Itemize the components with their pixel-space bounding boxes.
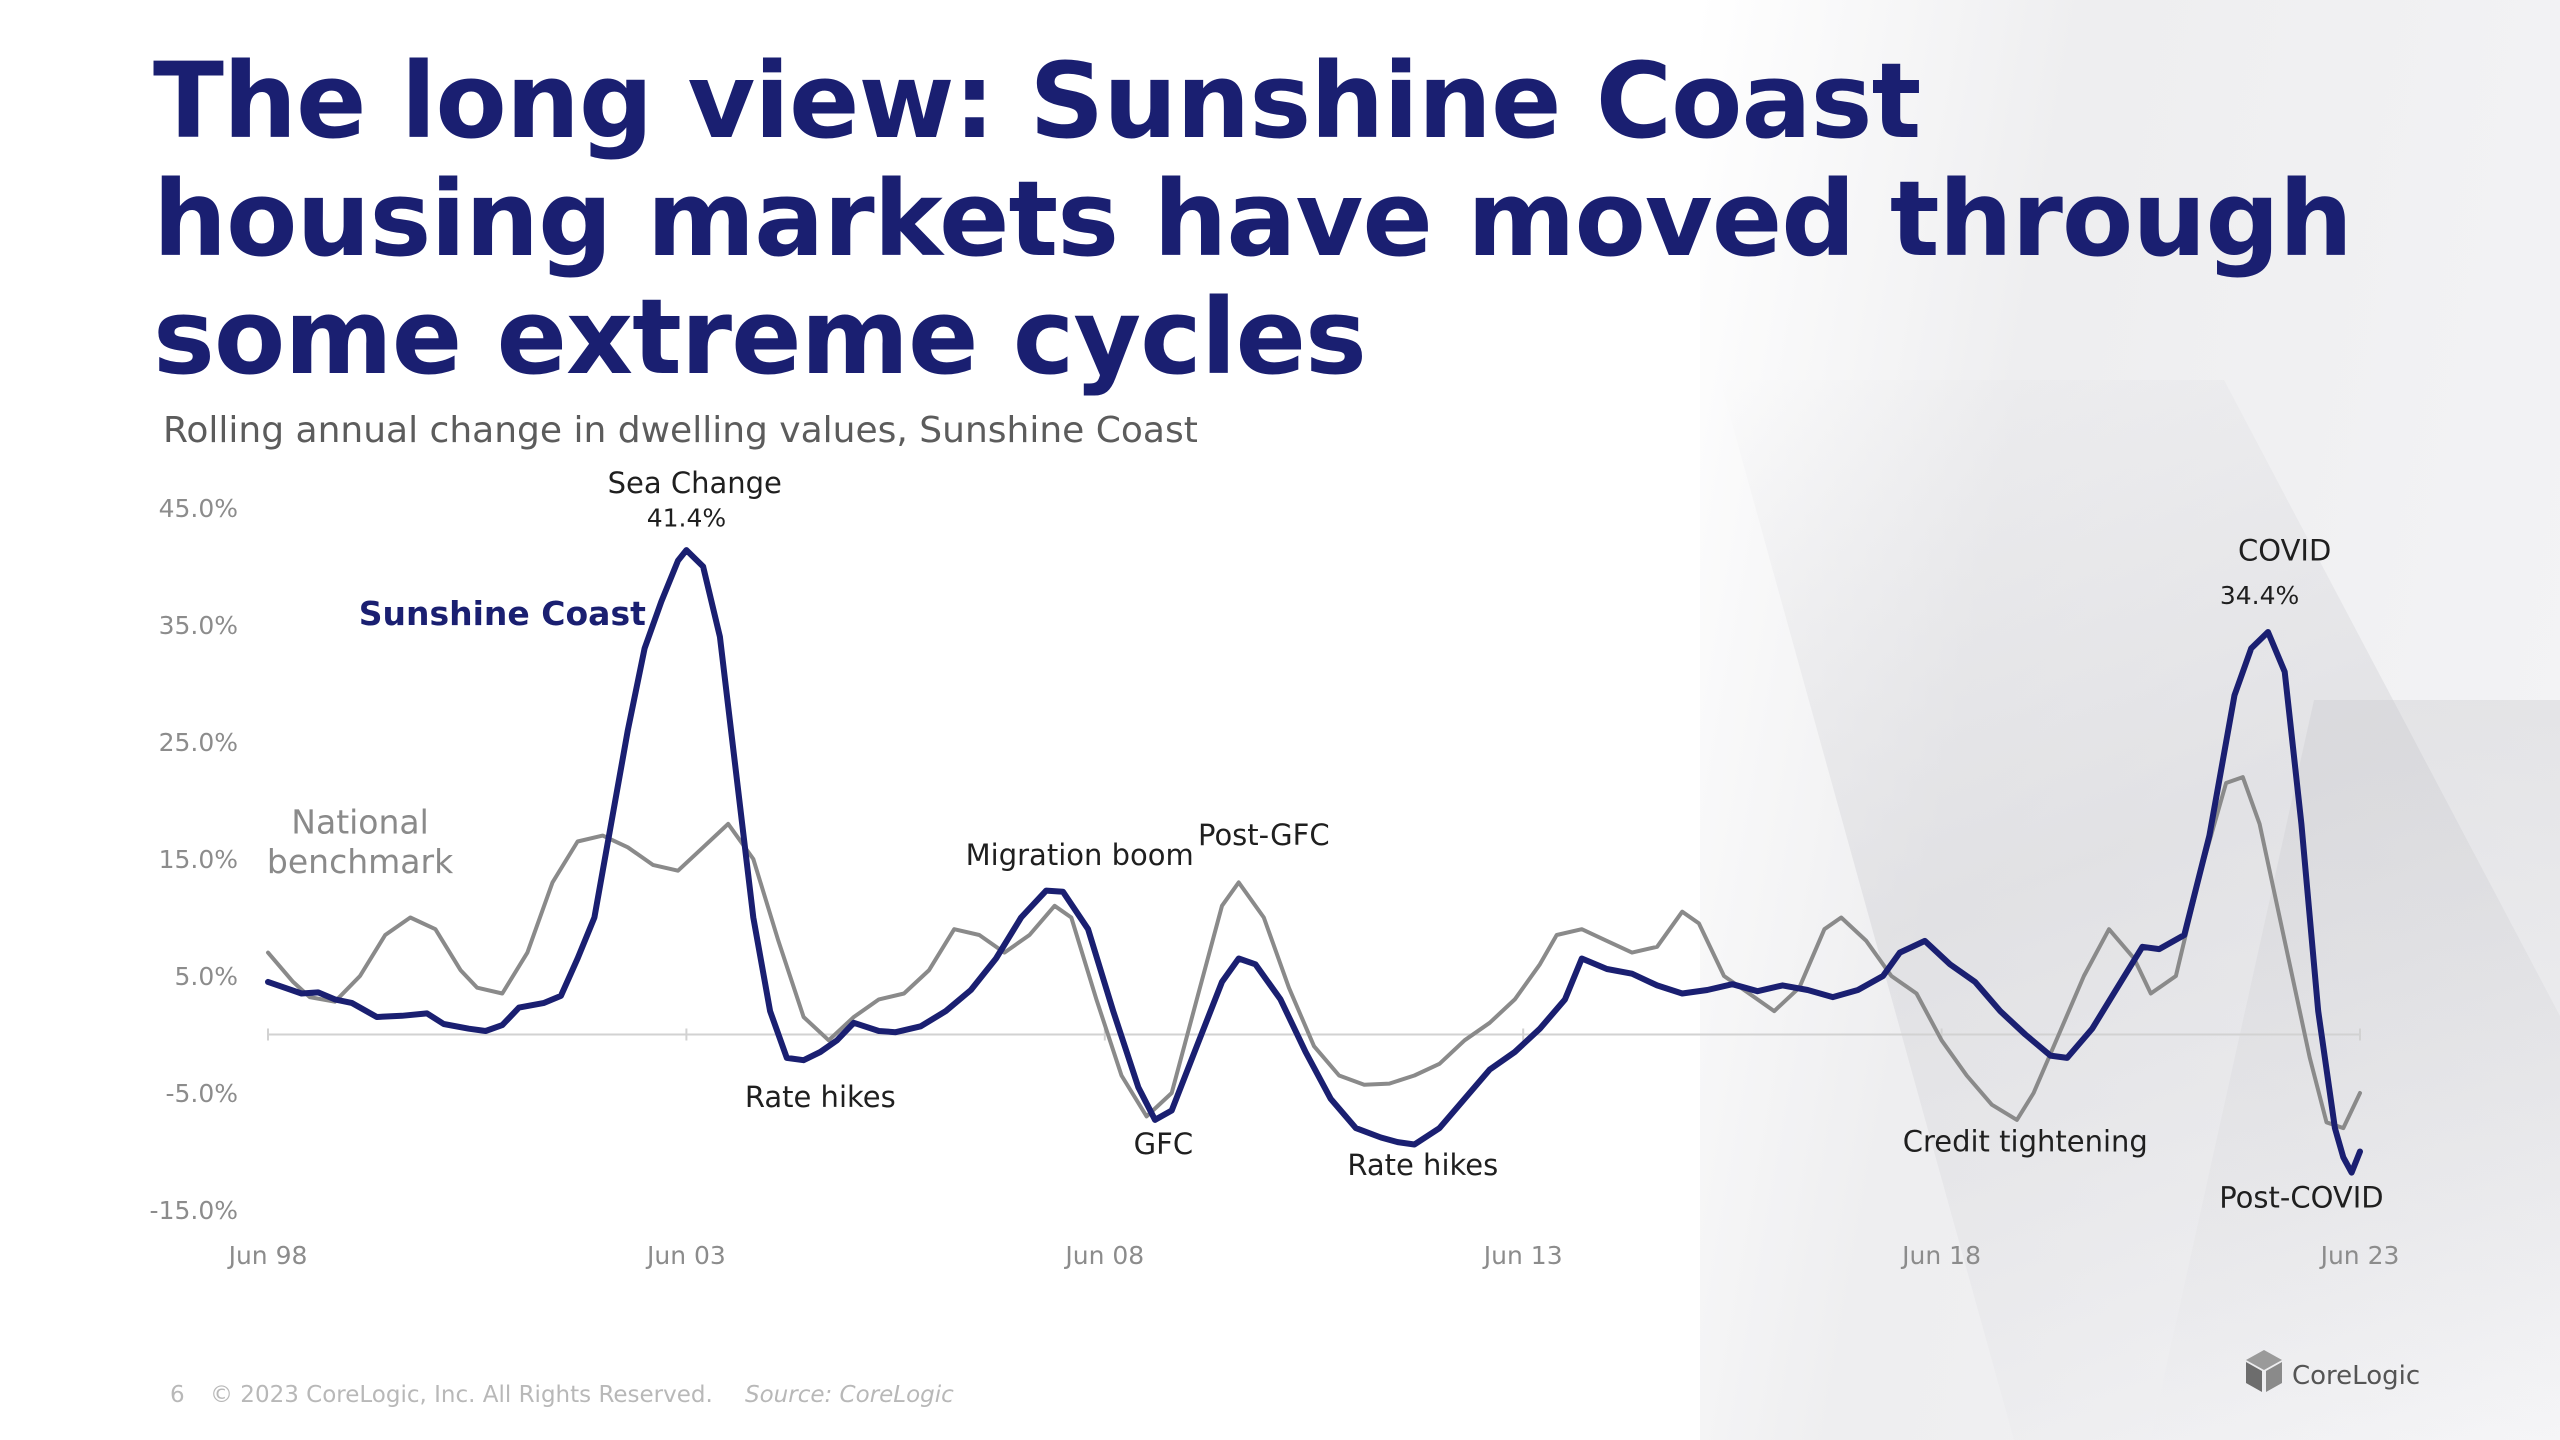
- annotation-label: COVID: [2238, 534, 2331, 568]
- y-tick-label: -15.0%: [150, 1196, 238, 1225]
- x-axis: Jun 98 Jun 03 Jun 08 Jun 13 Jun 18 Jun 23: [227, 1028, 2400, 1270]
- source-note: Source: CoreLogic: [745, 1382, 954, 1408]
- copyright-notice: © 2023 CoreLogic, Inc. All Rights Reserv…: [210, 1382, 713, 1408]
- annotation-label: Rate hikes: [745, 1080, 896, 1114]
- chart-subtitle: Rolling annual change in dwelling values…: [163, 410, 1198, 451]
- x-tick-label: Jun 23: [2319, 1241, 2400, 1270]
- y-tick-label: 15.0%: [159, 845, 238, 874]
- y-axis: 45.0% 35.0% 25.0% 15.0% 5.0% -5.0% -15.0%: [150, 494, 238, 1225]
- corelogic-cube-icon: [2246, 1350, 2282, 1392]
- x-tick-label: Jun 13: [1482, 1241, 1563, 1270]
- data-label: 34.4%: [2220, 581, 2299, 610]
- x-tick-label: Jun 08: [1063, 1241, 1144, 1270]
- annotation-label: Post-GFC: [1198, 818, 1330, 852]
- series-label: benchmark: [267, 842, 454, 881]
- series-layer: [265, 547, 2363, 1176]
- data-label: 41.4%: [647, 504, 726, 533]
- annotation-label: Credit tightening: [1903, 1125, 2148, 1159]
- annotation-label: Post-COVID: [2219, 1181, 2383, 1215]
- annotation-label: GFC: [1134, 1127, 1193, 1161]
- page-number: 6: [170, 1382, 185, 1408]
- series-line-national-benchmark: [266, 775, 2362, 1131]
- x-tick-label: Jun 18: [1900, 1241, 1981, 1270]
- series-label: Sunshine Coast: [359, 594, 646, 633]
- y-tick-label: 45.0%: [159, 494, 238, 523]
- logo-wordmark: CoreLogic: [2292, 1361, 2421, 1391]
- y-tick-label: 25.0%: [159, 728, 238, 757]
- y-tick-label: -5.0%: [165, 1079, 238, 1108]
- corelogic-logo: CoreLogic: [2242, 1348, 2420, 1404]
- slide-title: The long view: Sunshine Coast housing ma…: [153, 40, 2353, 398]
- y-tick-label: 35.0%: [159, 611, 238, 640]
- series-label: National: [291, 802, 429, 841]
- annotation-label: Migration boom: [966, 838, 1194, 872]
- annotation-label: Rate hikes: [1347, 1148, 1498, 1182]
- y-tick-label: 5.0%: [174, 962, 238, 991]
- x-tick-label: Jun 03: [645, 1241, 726, 1270]
- annotation-label: Sea Change: [608, 466, 782, 500]
- series-line-sunshine-coast: [265, 547, 2363, 1176]
- x-tick-label: Jun 98: [227, 1241, 308, 1270]
